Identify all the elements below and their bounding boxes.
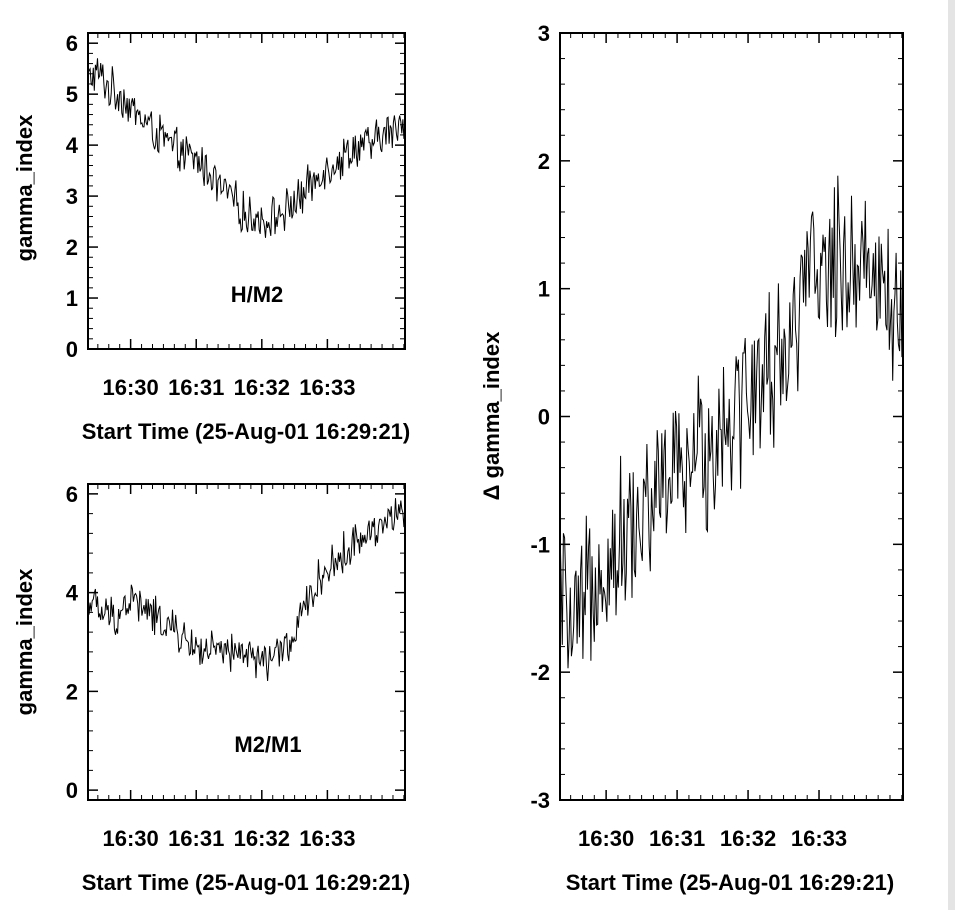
- y-tick-label: 1: [66, 286, 78, 311]
- plot-frame: [87, 32, 406, 350]
- x-tick-label: 16:33: [299, 826, 355, 851]
- y-tick-label: -3: [530, 788, 550, 813]
- x-tick-labels: 16:30 16:31 16:32 16:33: [578, 826, 847, 851]
- x-tick-label: 16:33: [791, 826, 847, 851]
- y-tick-label: 3: [538, 21, 550, 46]
- y-tick-labels: 0 1 2 3 4 5 6: [66, 31, 79, 362]
- plot-frame: [559, 32, 904, 801]
- data-line: [559, 175, 904, 669]
- tick-marks: [560, 32, 903, 801]
- y-tick-label: 6: [66, 31, 78, 56]
- panel-right: -3 -2 -1 0 1 2 3 16:30 16:31 16:32 16:33 Δ gamma_…: [479, 21, 904, 895]
- data-line: [87, 498, 406, 682]
- panel-annotation: M2/M1: [234, 732, 301, 757]
- x-axis-label: Start Time (25-Aug-01 16:29:21): [82, 870, 411, 895]
- y-tick-label: 2: [66, 679, 78, 704]
- y-tick-label: 2: [66, 235, 78, 260]
- y-tick-labels: -3 -2 -1 0 1 2 3: [530, 21, 550, 813]
- x-tick-label: 16:30: [102, 826, 158, 851]
- y-tick-label: 2: [538, 149, 550, 174]
- x-tick-label: 16:30: [102, 375, 158, 400]
- x-tick-label: 16:31: [168, 826, 224, 851]
- y-axis-label: gamma_index: [12, 568, 37, 715]
- x-tick-label: 16:32: [720, 826, 776, 851]
- x-tick-labels: 16:30 16:31 16:32 16:33: [102, 826, 355, 851]
- panel-top-left: 0 1 2 3 4 5 6 16:30 16:31 16:32 16:33 H/M2 gamma_…: [12, 31, 410, 444]
- x-tick-label: 16:32: [234, 826, 290, 851]
- data-line: [87, 58, 406, 238]
- y-tick-label: 1: [538, 277, 550, 302]
- x-axis-label: Start Time (25-Aug-01 16:29:21): [566, 870, 895, 895]
- x-axis-label: Start Time (25-Aug-01 16:29:21): [82, 419, 411, 444]
- x-tick-label: 16:31: [649, 826, 705, 851]
- panel-bottom-left: 0 2 4 6 16:30 16:31 16:32 16:33 M2/M1 gamma_in…: [12, 482, 410, 895]
- x-tick-label: 16:33: [299, 375, 355, 400]
- y-tick-label: -2: [530, 660, 550, 685]
- y-axis-label: gamma_index: [12, 114, 37, 261]
- y-tick-label: 3: [66, 184, 78, 209]
- x-tick-label: 16:30: [578, 826, 634, 851]
- y-tick-labels: 0 2 4 6: [66, 482, 79, 803]
- y-axis-label: Δ gamma_index: [479, 331, 504, 500]
- y-tick-label: 4: [66, 581, 79, 606]
- y-tick-label: 0: [66, 337, 78, 362]
- plot-frame: [87, 483, 406, 801]
- y-tick-label: 0: [538, 405, 550, 430]
- y-tick-label: 5: [66, 82, 78, 107]
- x-tick-label: 16:32: [234, 375, 290, 400]
- y-tick-label: -1: [530, 532, 550, 557]
- y-tick-label: 6: [66, 482, 78, 507]
- x-tick-label: 16:31: [168, 375, 224, 400]
- window-edge-strip: [948, 0, 955, 910]
- panel-annotation: H/M2: [231, 282, 284, 307]
- tick-marks: [88, 33, 405, 350]
- y-tick-label: 4: [66, 133, 79, 158]
- x-tick-labels: 16:30 16:31 16:32 16:33: [102, 375, 355, 400]
- y-tick-label: 0: [66, 778, 78, 803]
